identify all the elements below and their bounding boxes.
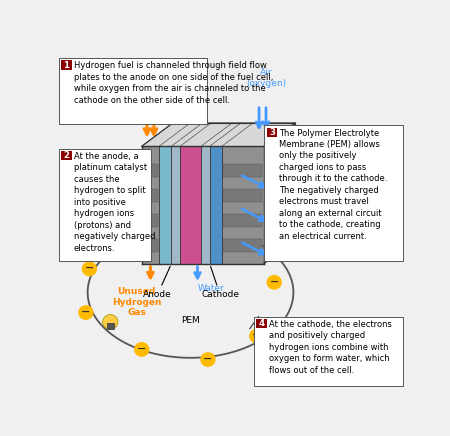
Text: 2: 2 <box>63 151 69 160</box>
Polygon shape <box>142 189 158 202</box>
Text: The Polymer Electrolyte
Membrane (PEM) allows
only the positively
charged ions t: The Polymer Electrolyte Membrane (PEM) a… <box>279 129 388 241</box>
Circle shape <box>103 314 118 329</box>
Polygon shape <box>201 146 210 264</box>
Polygon shape <box>142 239 158 252</box>
FancyBboxPatch shape <box>265 125 403 262</box>
Text: Air
(oxygen): Air (oxygen) <box>246 68 287 88</box>
Polygon shape <box>142 146 264 264</box>
Circle shape <box>135 343 148 356</box>
Polygon shape <box>223 239 262 252</box>
Text: At the cathode, the electrons
and positively charged
hydrogen ions combine with
: At the cathode, the electrons and positi… <box>269 320 392 375</box>
FancyBboxPatch shape <box>58 58 207 124</box>
Polygon shape <box>223 189 262 202</box>
Polygon shape <box>223 164 262 177</box>
Polygon shape <box>142 123 295 146</box>
FancyBboxPatch shape <box>254 317 403 386</box>
Circle shape <box>201 353 215 366</box>
Text: Backing
Layers: Backing Layers <box>169 68 205 88</box>
Text: Water: Water <box>198 284 225 293</box>
Polygon shape <box>142 146 159 264</box>
Polygon shape <box>222 123 295 146</box>
Text: Hydrogen
Flow Field: Hydrogen Flow Field <box>76 150 121 169</box>
Text: Oxygen
Flow Field: Oxygen Flow Field <box>313 150 358 169</box>
Text: At the anode, a
platinum catalyst
causes the
hydrogen to split
into positive
hyd: At the anode, a platinum catalyst causes… <box>74 152 155 252</box>
Circle shape <box>82 262 96 276</box>
Text: −: − <box>137 344 146 354</box>
Circle shape <box>267 276 281 289</box>
Circle shape <box>117 232 131 245</box>
Polygon shape <box>222 146 264 264</box>
Polygon shape <box>159 123 203 146</box>
Text: 3: 3 <box>269 128 275 137</box>
Polygon shape <box>223 214 262 227</box>
Polygon shape <box>171 123 211 146</box>
FancyBboxPatch shape <box>61 151 72 160</box>
Polygon shape <box>201 123 241 146</box>
Circle shape <box>250 329 264 343</box>
Text: Anode: Anode <box>143 266 172 300</box>
Text: Cathode: Cathode <box>201 266 239 300</box>
Text: 1: 1 <box>63 61 69 70</box>
Polygon shape <box>180 146 201 264</box>
FancyBboxPatch shape <box>256 319 267 328</box>
Text: 4: 4 <box>259 319 265 328</box>
FancyBboxPatch shape <box>267 127 277 137</box>
Text: −: − <box>270 276 279 286</box>
FancyBboxPatch shape <box>61 60 72 70</box>
Polygon shape <box>142 123 190 146</box>
Text: Unused
Hydrogen
Gas: Unused Hydrogen Gas <box>112 287 161 317</box>
Polygon shape <box>180 123 232 146</box>
Polygon shape <box>142 164 158 177</box>
Text: −: − <box>252 330 261 341</box>
Text: Hydrogen fuel is channeled through field flow
plates to the anode on one side of: Hydrogen fuel is channeled through field… <box>74 61 273 105</box>
Text: −: − <box>203 354 213 364</box>
Polygon shape <box>210 123 253 146</box>
Text: −: − <box>81 307 90 317</box>
Polygon shape <box>171 146 180 264</box>
FancyBboxPatch shape <box>58 149 152 262</box>
Text: Hydrogen
Gas: Hydrogen Gas <box>122 68 172 88</box>
Circle shape <box>79 306 93 319</box>
Polygon shape <box>264 123 295 264</box>
Polygon shape <box>159 146 171 264</box>
Text: −: − <box>120 233 129 243</box>
Text: −: − <box>85 263 94 273</box>
Polygon shape <box>142 214 158 227</box>
FancyBboxPatch shape <box>107 323 114 329</box>
Polygon shape <box>210 146 222 264</box>
Text: PEM: PEM <box>181 316 200 325</box>
